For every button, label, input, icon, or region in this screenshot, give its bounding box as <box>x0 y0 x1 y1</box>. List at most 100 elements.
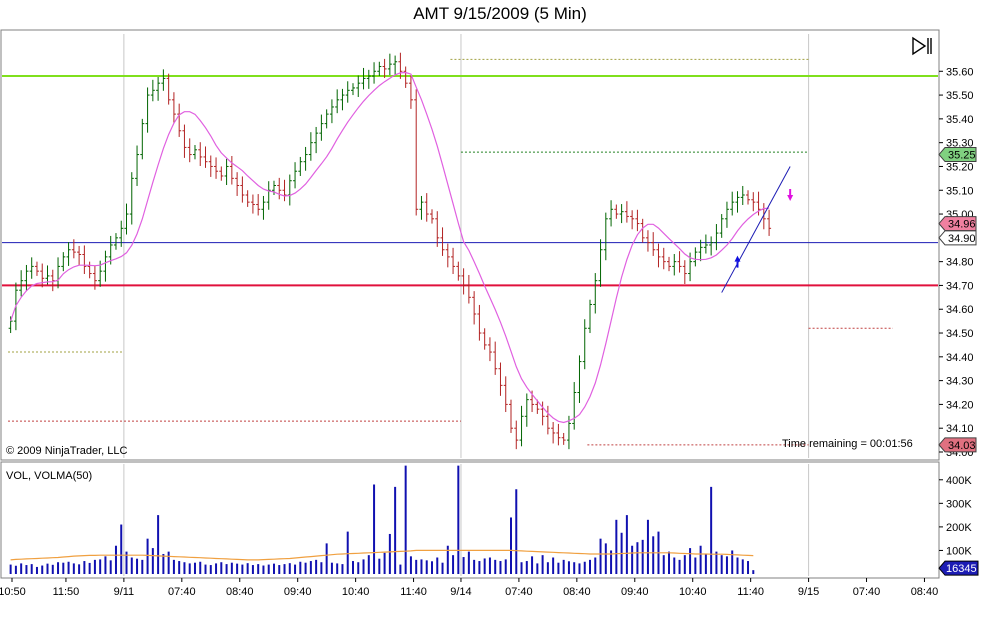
price-bar <box>640 218 645 243</box>
price-tick-label: 34.50 <box>946 328 974 340</box>
price-panel-frame <box>0 29 940 461</box>
price-bar <box>630 210 635 230</box>
price-bar <box>224 158 229 186</box>
price-bar <box>92 265 97 290</box>
price-bar <box>735 191 740 213</box>
time-tick-label: 09:40 <box>284 586 312 598</box>
price-bar <box>387 53 392 76</box>
price-bar <box>619 204 624 224</box>
price-bar <box>103 250 108 282</box>
price-tick-label: 34.80 <box>946 257 974 269</box>
price-bar <box>519 405 524 447</box>
price-badge: 34.96 <box>938 216 977 232</box>
price-bar <box>398 52 403 79</box>
price-bar <box>282 179 287 202</box>
price-bar <box>356 75 361 97</box>
down-arrow-head <box>787 195 794 202</box>
price-bar <box>250 194 255 214</box>
price-bar <box>261 195 266 220</box>
price-tick-label: 34.30 <box>946 376 974 388</box>
chart-title: AMT 9/15/2009 (5 Min) <box>413 4 587 23</box>
time-tick-label: 9/15 <box>798 586 819 598</box>
price-tick-label: 35.10 <box>946 185 974 197</box>
time-tick-label: 10:50 <box>0 586 26 598</box>
price-bar <box>303 146 308 171</box>
price-bar <box>746 190 751 205</box>
time-tick-label: 9/14 <box>450 586 471 598</box>
time-tick-label: 9/11 <box>114 586 135 598</box>
price-bar <box>214 157 219 179</box>
price-bar <box>524 393 529 427</box>
time-tick-label: 10:40 <box>342 586 370 598</box>
price-badge: 34.90 <box>938 230 977 246</box>
price-tick-label: 35.50 <box>946 90 974 102</box>
price-bar <box>171 92 176 124</box>
price-bar <box>645 230 650 252</box>
price-badge-shape <box>938 216 977 232</box>
price-bar <box>314 126 319 154</box>
price-tick-label: 34.20 <box>946 399 974 411</box>
price-bar <box>34 261 39 276</box>
price-bar <box>498 362 503 396</box>
price-bar <box>751 192 756 212</box>
price-bar <box>82 245 87 275</box>
price-bar <box>119 220 124 247</box>
price-tick-label: 34.70 <box>946 280 974 292</box>
price-badge-label: 34.90 <box>948 233 976 245</box>
price-bar <box>672 254 677 276</box>
price-bar <box>129 172 134 225</box>
price-bar <box>377 61 382 77</box>
play-to-end-icon[interactable] <box>910 36 934 56</box>
price-bar <box>730 191 735 216</box>
time-tick-label: 11:40 <box>400 586 427 598</box>
price-bar <box>277 177 282 200</box>
price-bar <box>245 190 250 207</box>
price-bar <box>419 195 424 220</box>
volume-plot <box>9 464 810 576</box>
price-bar <box>350 83 355 96</box>
price-bar <box>709 236 714 256</box>
time-tick-label: 10:40 <box>679 586 707 598</box>
price-bar <box>535 399 540 414</box>
price-bar <box>719 214 724 238</box>
price-bar <box>714 224 719 251</box>
price-bar <box>514 420 519 450</box>
price-bar <box>182 124 187 158</box>
price-bar <box>682 260 687 285</box>
price-bar <box>408 75 413 109</box>
price-bar <box>493 341 498 375</box>
price-bar <box>256 194 261 216</box>
time-tick-label: 08:40 <box>226 586 254 598</box>
price-bar <box>66 242 71 266</box>
price-tick-label: 34.40 <box>946 352 974 364</box>
price-tick-label: 34.60 <box>946 304 974 316</box>
price-bar <box>324 109 329 129</box>
copyright-text: © 2009 NinjaTrader, LLC <box>6 445 127 457</box>
price-bar <box>429 209 434 224</box>
price-bar <box>203 146 208 168</box>
volume-tick-label: 300K <box>946 498 972 510</box>
price-bar <box>229 155 234 185</box>
price-bar <box>614 204 619 219</box>
price-bar <box>635 209 640 232</box>
price-badge: 35.25 <box>938 147 977 163</box>
volume-panel-label: VOL, VOLMA(50) <box>6 470 92 482</box>
price-bar <box>366 69 371 89</box>
price-bar <box>577 355 582 403</box>
price-bar <box>187 138 192 163</box>
price-bar <box>87 261 92 279</box>
moving-average-line <box>10 71 770 424</box>
price-bar <box>335 89 340 114</box>
price-bar <box>308 132 313 161</box>
price-bar <box>298 156 303 176</box>
price-bar <box>740 185 745 206</box>
up-arrow-blue-icon <box>734 255 741 268</box>
time-tick-label: 09:40 <box>621 586 649 598</box>
price-bar <box>124 203 129 235</box>
time-tick-label: 07:40 <box>853 586 881 598</box>
price-bar <box>703 234 708 254</box>
price-bar <box>509 399 514 433</box>
up-arrow-head <box>734 255 741 262</box>
price-bar <box>414 89 419 216</box>
